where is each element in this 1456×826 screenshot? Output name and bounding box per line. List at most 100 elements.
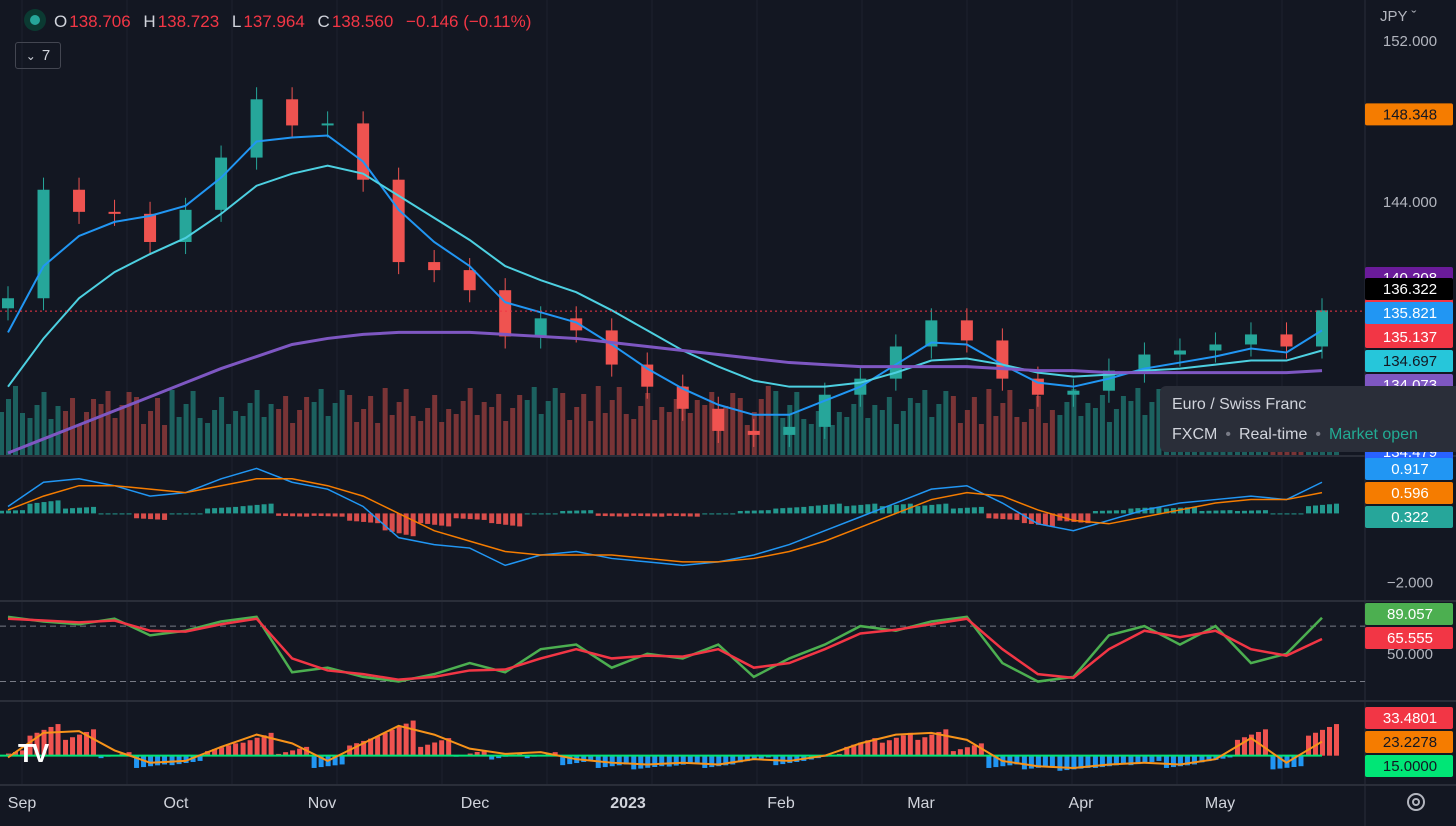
adx-histogram-bar bbox=[27, 735, 33, 756]
tradingview-logo[interactable]: TV bbox=[18, 738, 49, 768]
macd-histogram-bar bbox=[13, 510, 18, 514]
volume-bar bbox=[588, 421, 594, 455]
adx-histogram-bar bbox=[893, 737, 899, 756]
macd-signal-line bbox=[7, 478, 1323, 563]
volume-bar bbox=[950, 396, 956, 455]
adx-histogram-bar bbox=[489, 755, 495, 760]
macd-histogram-bar bbox=[623, 513, 629, 517]
adx-histogram-bar bbox=[1327, 726, 1332, 756]
volume-bar bbox=[844, 417, 850, 455]
macd-histogram-bar bbox=[751, 510, 757, 514]
adx-histogram-bar bbox=[730, 755, 736, 765]
macd-histogram-bar bbox=[233, 506, 239, 514]
macd-histogram-bar bbox=[1334, 503, 1339, 514]
candle-body bbox=[1067, 390, 1080, 395]
volume-bar bbox=[595, 386, 601, 455]
volume-bar bbox=[1071, 389, 1077, 455]
ohlc-legend: O 138.706 H 138.723 L 137.964 C 138.560 −0.1… bbox=[54, 12, 539, 32]
volume-bar bbox=[481, 402, 487, 455]
adx-histogram-bar bbox=[1078, 755, 1084, 769]
price-label-bg bbox=[1365, 103, 1453, 126]
adx-histogram-bar bbox=[609, 755, 615, 767]
candle-body bbox=[960, 320, 973, 341]
adx-histogram-bar bbox=[552, 752, 558, 756]
macd-histogram-bar bbox=[574, 510, 580, 514]
currency-selector[interactable]: JPY ˇ bbox=[1380, 8, 1416, 25]
volume-bar bbox=[922, 390, 928, 455]
volume-bar bbox=[694, 400, 700, 455]
adx-histogram-bar bbox=[410, 720, 416, 756]
macd-histogram-bar bbox=[1206, 510, 1212, 514]
adx-histogram-bar bbox=[91, 729, 97, 756]
macd-histogram-bar bbox=[744, 510, 750, 514]
adx-histogram-bar bbox=[744, 755, 750, 762]
candle-body bbox=[2, 298, 14, 309]
volume-bar bbox=[1128, 401, 1134, 455]
macd-histogram-bar bbox=[1128, 508, 1134, 514]
volume-bar bbox=[1135, 388, 1141, 455]
macd-histogram-bar bbox=[325, 513, 331, 517]
adx-histogram-bar bbox=[1241, 737, 1247, 756]
x-tick-label: 2023 bbox=[610, 795, 646, 812]
macd-histogram-bar bbox=[1035, 513, 1041, 525]
adx-histogram-bar bbox=[858, 742, 864, 756]
macd-histogram-bar bbox=[517, 513, 523, 527]
volume-bar bbox=[638, 406, 644, 455]
adx-histogram-bar bbox=[205, 751, 211, 756]
adx-histogram-bar bbox=[1014, 755, 1020, 765]
price-label-bg bbox=[1365, 326, 1453, 348]
volume-bar bbox=[318, 389, 324, 455]
adx-histogram-bar bbox=[311, 755, 317, 768]
macd-histogram-bar bbox=[567, 510, 573, 514]
volume-bar bbox=[510, 408, 516, 455]
adx-histogram-bar bbox=[907, 732, 913, 756]
macd-histogram-bar bbox=[702, 513, 708, 515]
adx-histogram-bar bbox=[737, 755, 743, 763]
price-tick-label: 144.000 bbox=[1383, 194, 1437, 211]
volume-bar bbox=[1149, 402, 1155, 455]
macd-histogram-bar bbox=[794, 507, 800, 514]
macd-histogram-bar bbox=[851, 505, 857, 514]
macd-histogram-bar bbox=[1313, 505, 1318, 514]
volume-bar bbox=[936, 404, 942, 455]
candle-body bbox=[996, 340, 1009, 379]
high-label: H bbox=[143, 12, 156, 31]
macd-histogram-bar bbox=[474, 513, 480, 520]
macd-histogram-bar bbox=[141, 513, 147, 519]
macd-histogram-bar bbox=[148, 513, 154, 520]
adx-histogram-bar bbox=[354, 743, 360, 756]
macd-histogram-bar bbox=[20, 510, 25, 514]
adx-histogram-bar bbox=[751, 755, 757, 760]
volume-bar bbox=[41, 392, 47, 455]
macd-histogram-bar bbox=[716, 513, 722, 515]
candle-body bbox=[925, 320, 938, 347]
volume-bar bbox=[631, 419, 637, 455]
gear-icon[interactable] bbox=[1404, 790, 1428, 814]
adx-histogram-bar bbox=[148, 755, 154, 767]
ma-line-ma200 bbox=[7, 330, 1323, 455]
macd-histogram-bar bbox=[588, 510, 594, 514]
volume-bar bbox=[616, 387, 622, 455]
candle-body bbox=[712, 408, 725, 431]
macd-histogram-bar bbox=[545, 513, 551, 515]
volume-bar bbox=[290, 423, 296, 455]
close-label: C bbox=[317, 12, 330, 31]
volume-bar bbox=[986, 389, 992, 455]
volume-bar bbox=[105, 391, 111, 455]
macd-histogram-bar bbox=[176, 513, 182, 515]
adx-histogram-bar bbox=[1163, 755, 1169, 768]
volume-bar bbox=[396, 402, 402, 455]
feed-type: Real-time bbox=[1238, 426, 1308, 443]
adx-histogram-bar bbox=[879, 742, 885, 756]
volume-bar bbox=[872, 405, 878, 455]
indicators-collapse-button[interactable]: ⌄ 7 bbox=[15, 42, 61, 69]
volume-bar bbox=[467, 388, 473, 455]
candle-body bbox=[534, 318, 547, 337]
adx-histogram-bar bbox=[560, 755, 566, 766]
volume-bar bbox=[496, 394, 502, 455]
macd-histogram-bar bbox=[1071, 513, 1077, 522]
adx-histogram-bar bbox=[119, 753, 125, 756]
adx-histogram-bar bbox=[1170, 755, 1176, 768]
data-source: FXCM bbox=[1172, 426, 1218, 443]
candle-body bbox=[321, 123, 334, 126]
